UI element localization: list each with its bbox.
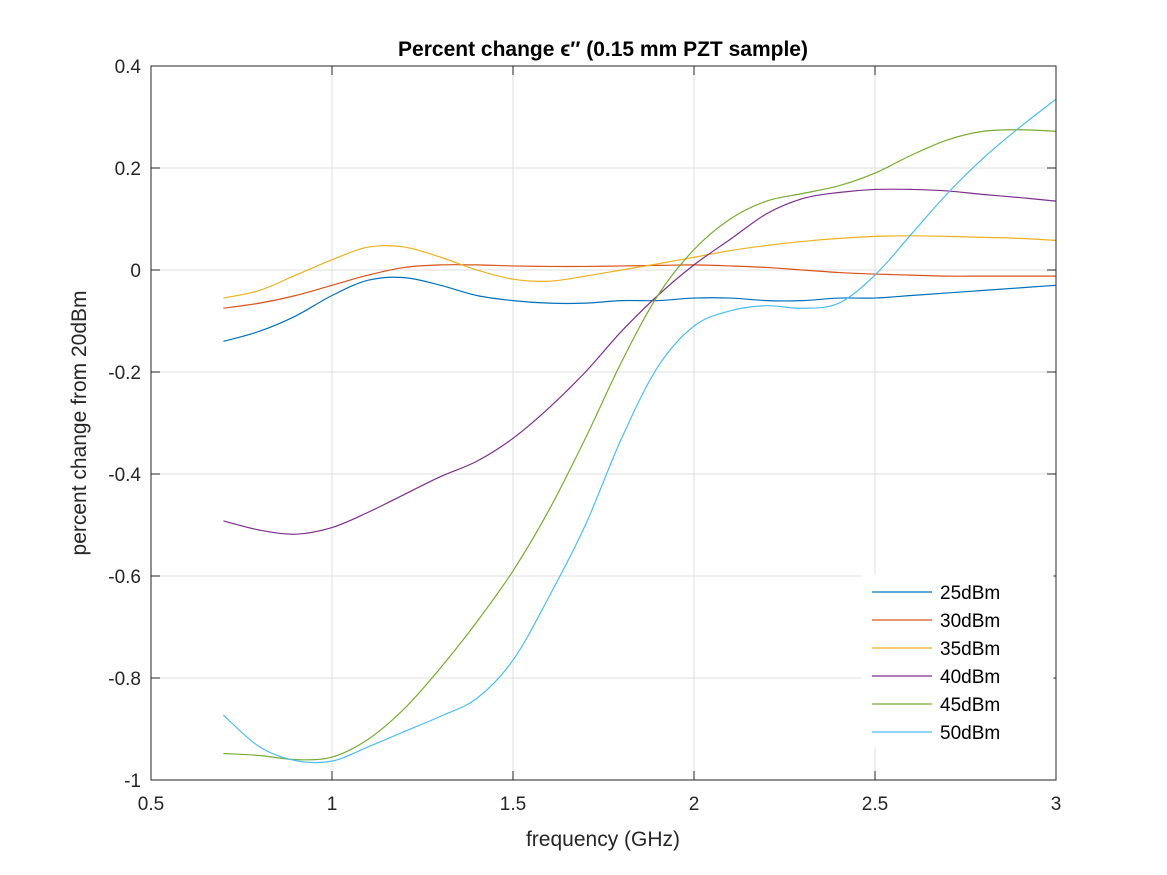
- y-axis-title: percent change from 20dBm: [68, 291, 91, 556]
- legend-label-45dBm: 45dBm: [940, 695, 1000, 716]
- x-axis-title: frequency (GHz): [526, 828, 680, 851]
- chart-title: Percent change ϵ′′ (0.15 mm PZT sample): [398, 38, 808, 61]
- x-tick-label: 2: [689, 794, 700, 815]
- series-line-40dBm: [223, 188, 1057, 535]
- series-line-50dBm: [223, 98, 1057, 764]
- y-tick-label: 0: [130, 261, 141, 282]
- legend-box: [861, 574, 1054, 748]
- x-tick-label: 1: [327, 794, 338, 815]
- y-tick-label: -1: [124, 771, 141, 792]
- series-layer: [223, 98, 1057, 764]
- legend-label-50dBm: 50dBm: [940, 723, 1000, 744]
- y-tick-label: 0.4: [115, 57, 142, 78]
- y-tick-label: 0.2: [115, 159, 141, 180]
- legend-label-40dBm: 40dBm: [940, 667, 1000, 688]
- y-tick-label: -0.6: [108, 567, 141, 588]
- tick-labels: 0.5 1 1.5 2 2.5 3 -1 -0.8 -0.6 -0.4 -0.2 0 0.2 0.4: [108, 57, 1061, 815]
- series-line-35dBm: [223, 235, 1057, 299]
- y-tick-label: -0.8: [108, 669, 141, 690]
- x-tick-label: 1.5: [500, 794, 526, 815]
- y-tick-label: -0.4: [108, 465, 141, 486]
- legend: 25dBm 30dBm 35dBm 40dBm 45dBm 50dBm: [861, 574, 1054, 748]
- y-tick-label: -0.2: [108, 363, 141, 384]
- axes-box: [150, 65, 1057, 781]
- legend-label-30dBm: 30dBm: [940, 611, 1000, 632]
- series-line-30dBm: [223, 264, 1056, 309]
- series-line-45dBm: [223, 129, 1057, 761]
- series-line-25dBm: [223, 276, 1057, 342]
- legend-label-35dBm: 35dBm: [940, 639, 1000, 660]
- x-tick-label: 2.5: [862, 794, 888, 815]
- x-tick-label: 3: [1051, 794, 1062, 815]
- legend-label-25dBm: 25dBm: [940, 583, 1000, 604]
- x-tick-label: 0.5: [138, 794, 164, 815]
